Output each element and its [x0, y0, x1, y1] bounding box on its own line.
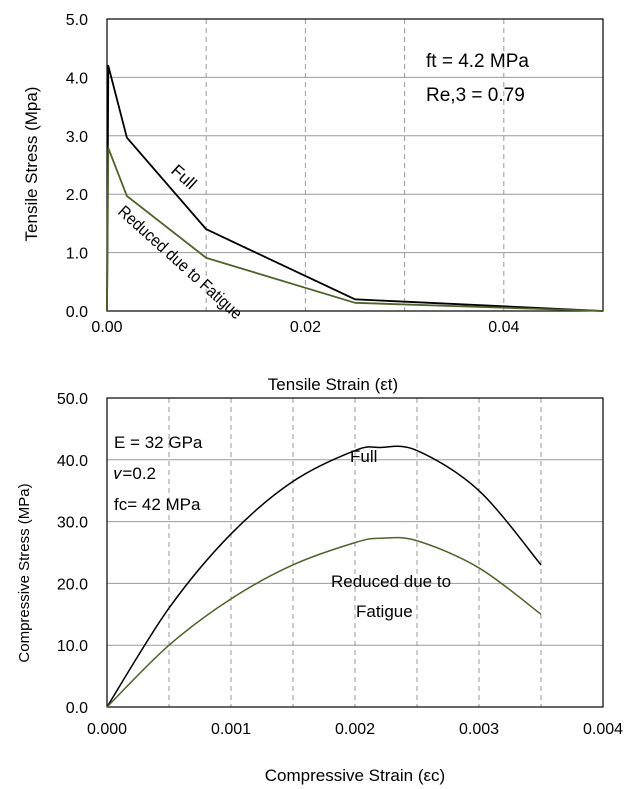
bottom-plot-frame — [106, 397, 604, 708]
bottom-x-axis-title: Compressive Strain (εc) — [265, 766, 445, 785]
top-y-tick-label: 2.0 — [66, 187, 88, 204]
bottom-y-tick-label: 40.0 — [57, 453, 88, 470]
bottom-e-annotation: E = 32 GPa — [114, 433, 203, 452]
bottom-y-tick-label: 10.0 — [57, 638, 88, 655]
top-y-tick-label: 5.0 — [66, 12, 88, 29]
top-x-tick-label: 0.00 — [91, 319, 122, 336]
top-re3-annotation: Re,3 = 0.79 — [426, 85, 525, 106]
top-y-tick-label: 4.0 — [66, 70, 88, 87]
bottom-x-tick-label: 0.001 — [211, 721, 251, 738]
bottom-full-series-line — [106, 445, 542, 708]
bottom-y-tick-label: 20.0 — [57, 576, 88, 593]
top-x-tick-label: 0.02 — [290, 319, 321, 336]
top-full-series-line — [106, 64, 604, 312]
top-reduced-series-label-text: Reduced due to Fatigue — [114, 202, 246, 323]
bottom-full-series-label: Full — [350, 447, 377, 466]
bottom-x-tick-label: 0.004 — [583, 721, 623, 738]
top-x-tick-label: 0.04 — [488, 319, 519, 336]
bottom-x-tick-label: 0.000 — [87, 721, 127, 738]
bottom-x-tick-label: 0.003 — [459, 721, 499, 738]
top-reduced-series-line — [106, 147, 604, 312]
top-reduced-series-label: Reduced due to Fatigue — [114, 202, 246, 323]
bottom-reduced-series-label-line2: Fatigue — [356, 602, 413, 621]
top-y-axis-title: Tensile Stress (Mpa) — [22, 87, 41, 242]
top-ft-annotation: ft = 4.2 MPa — [426, 51, 529, 72]
bottom-nu-annotation: 𝜈=0.2 — [114, 464, 156, 483]
bottom-reduced-series-label: Reduced due to — [331, 572, 451, 591]
bottom-y-tick-label: 0.0 — [66, 700, 88, 717]
bottom-reduced-series-line — [106, 536, 542, 708]
bottom-y-tick-label: 30.0 — [57, 515, 88, 532]
top-y-tick-label: 1.0 — [66, 246, 88, 263]
top-x-axis-title: Tensile Strain (εt) — [268, 375, 398, 394]
bottom-fc-annotation: fc= 42 MPa — [114, 495, 201, 514]
bottom-y-axis-title: Compressive Stress (MPa) — [16, 483, 33, 662]
top-y-tick-label: 3.0 — [66, 129, 88, 146]
bottom-x-tick-label: 0.002 — [335, 721, 375, 738]
top-plot — [106, 18, 604, 312]
bottom-plot — [106, 397, 604, 708]
bottom-y-tick-label: 50.0 — [57, 391, 88, 408]
top-full-series-label: Full — [167, 161, 200, 193]
top-y-tick-label: 0.0 — [66, 304, 88, 321]
